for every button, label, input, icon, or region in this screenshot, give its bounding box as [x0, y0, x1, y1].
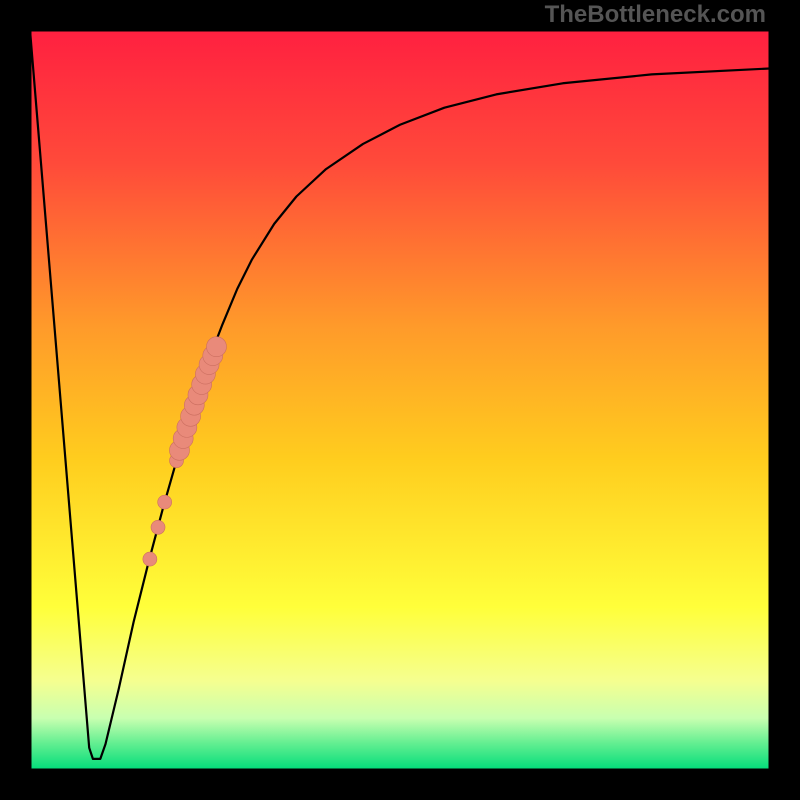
data-marker [151, 520, 165, 534]
bottleneck-chart: TheBottleneck.com [0, 0, 800, 800]
data-marker [158, 495, 172, 509]
plot-background [30, 30, 770, 770]
attribution-text: TheBottleneck.com [545, 1, 766, 28]
data-marker [143, 552, 157, 566]
data-marker [206, 337, 226, 357]
chart-container: TheBottleneck.com [0, 0, 800, 800]
